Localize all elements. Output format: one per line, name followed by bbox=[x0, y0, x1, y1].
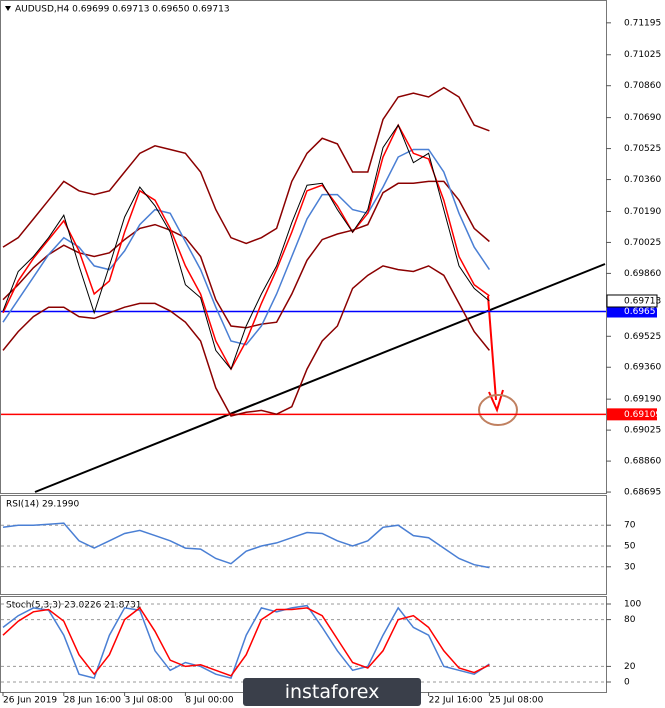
y-tick-label: 0.71195 bbox=[624, 18, 661, 28]
trend-line bbox=[34, 263, 606, 493]
y-tick-label: 0.70190 bbox=[624, 207, 661, 217]
x-tick-label: 8 Jul 00:00 bbox=[185, 696, 234, 706]
price-label-box bbox=[607, 305, 657, 318]
y-tick-label: 0.70860 bbox=[624, 81, 661, 91]
x-tick-label: 28 Jun 16:00 bbox=[64, 696, 121, 706]
y-tick-label: 70 bbox=[624, 521, 636, 531]
y-tick-label: 0 bbox=[624, 678, 630, 688]
watermark: instaforex bbox=[243, 678, 421, 706]
last-price-label: 0.69713 bbox=[624, 296, 661, 306]
y-tick-label: 0.69190 bbox=[624, 395, 661, 405]
x-tick-label: 25 Jul 08:00 bbox=[489, 696, 543, 706]
menu-triangle bbox=[5, 6, 11, 11]
y-tick-label: 0.70025 bbox=[624, 238, 661, 248]
price-label-box bbox=[607, 408, 657, 421]
y-tick-label: 100 bbox=[624, 600, 641, 610]
y-tick-label: 0.69860 bbox=[624, 269, 661, 279]
y-tick-label: 80 bbox=[624, 615, 636, 625]
y-tick-label: 0.69360 bbox=[624, 363, 661, 373]
series-line bbox=[2, 265, 490, 417]
last-price-box bbox=[606, 294, 658, 308]
y-tick-label: 0.71025 bbox=[624, 50, 661, 60]
y-tick-label: 30 bbox=[624, 562, 636, 572]
chart-title: AUDUSD,H4 0.69699 0.69713 0.69650 0.6971… bbox=[15, 5, 230, 15]
stoch-title: Stoch(5,3,3) 23.0226 21.8731 bbox=[6, 601, 141, 611]
rsi-panel bbox=[0, 495, 607, 595]
series-line bbox=[2, 148, 491, 346]
target-circle bbox=[478, 394, 518, 426]
main-panel bbox=[0, 0, 607, 494]
series-line bbox=[2, 604, 490, 679]
y-tick-label: 0.69525 bbox=[624, 332, 661, 342]
series-line bbox=[2, 123, 490, 371]
stoch-panel bbox=[0, 596, 607, 693]
rsi-title: RSI(14) 29.1990 bbox=[6, 500, 79, 510]
price-label: 0.69109 bbox=[624, 410, 661, 420]
y-tick-label: 0.70525 bbox=[624, 144, 661, 154]
y-tick-label: 0.70360 bbox=[624, 175, 661, 185]
y-tick-label: 0.70690 bbox=[624, 113, 661, 123]
x-tick-label: 22 Jul 16:00 bbox=[429, 696, 483, 706]
price-label: 0.69657 bbox=[624, 307, 661, 317]
arrow-head bbox=[488, 389, 504, 413]
x-tick-label: 26 Jun 2019 bbox=[3, 696, 57, 706]
series-line bbox=[2, 606, 490, 677]
series-line bbox=[2, 124, 490, 371]
y-tick-label: 0.68695 bbox=[624, 488, 661, 498]
x-tick-label: 3 Jul 08:00 bbox=[125, 696, 174, 706]
y-tick-label: 20 bbox=[624, 662, 636, 672]
forecast-arrow bbox=[487, 295, 497, 401]
y-tick-label: 0.68860 bbox=[624, 457, 661, 467]
y-tick-label: 0.69025 bbox=[624, 426, 661, 436]
y-tick-label: 50 bbox=[624, 542, 636, 552]
series-line bbox=[2, 522, 490, 569]
series-line bbox=[2, 86, 490, 248]
